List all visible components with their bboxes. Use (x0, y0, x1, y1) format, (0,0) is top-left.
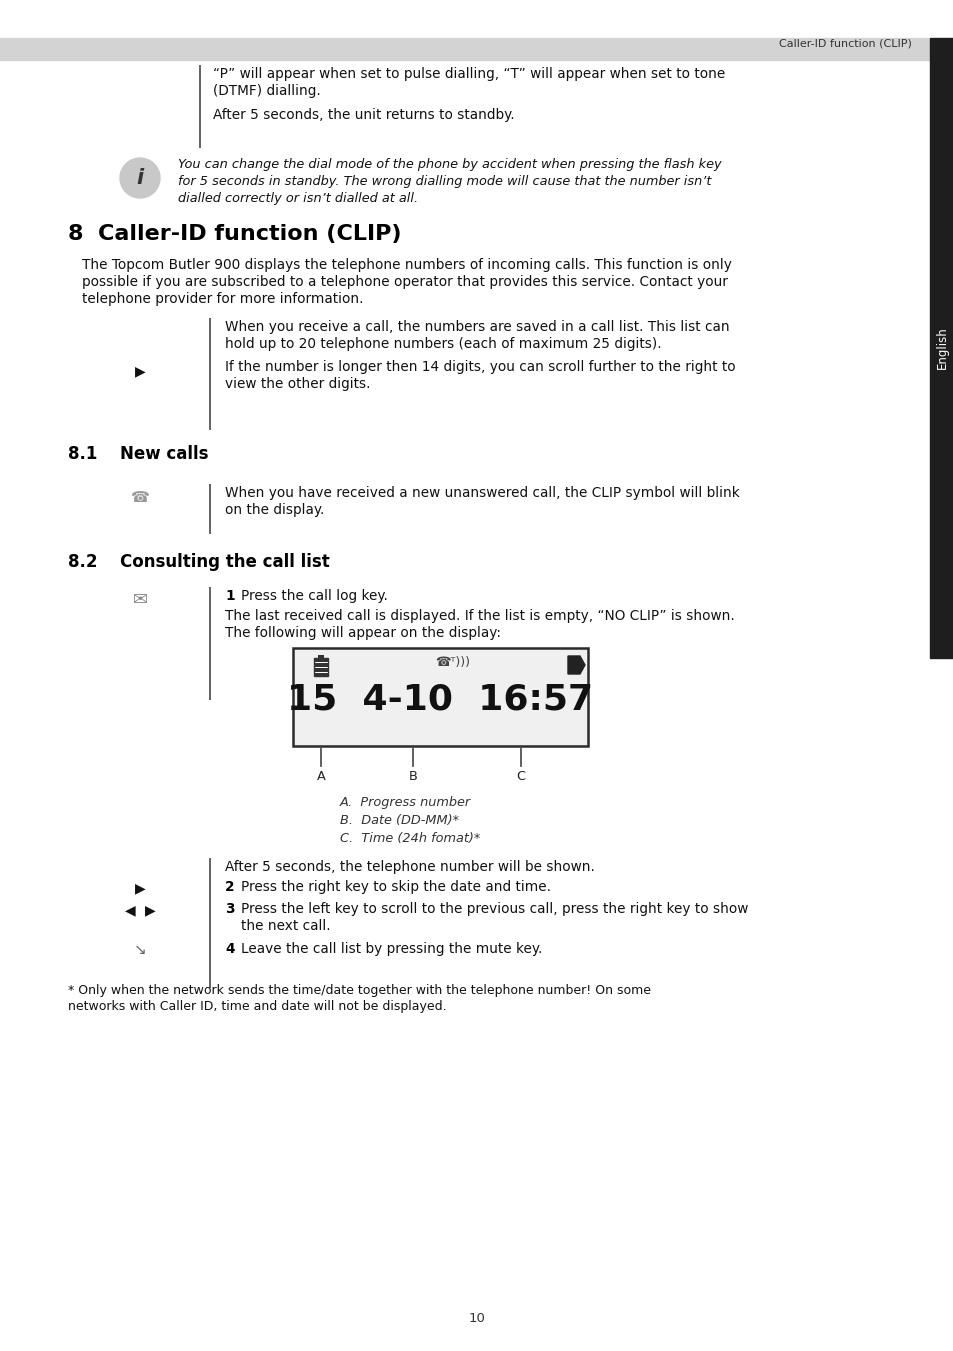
Text: telephone provider for more information.: telephone provider for more information. (82, 292, 363, 305)
Bar (314, 663, 328, 667)
Text: When you receive a call, the numbers are saved in a call list. This list can: When you receive a call, the numbers are… (225, 320, 729, 334)
Text: The last received call is displayed. If the list is empty, “NO CLIP” is shown.: The last received call is displayed. If … (225, 609, 734, 623)
Text: 2: 2 (225, 880, 234, 894)
Text: You can change the dial mode of the phone by accident when pressing the flash ke: You can change the dial mode of the phon… (178, 158, 720, 172)
Text: possible if you are subscribed to a telephone operator that provides this servic: possible if you are subscribed to a tele… (82, 276, 727, 289)
Text: networks with Caller ID, time and date will not be displayed.: networks with Caller ID, time and date w… (68, 1000, 446, 1013)
Text: for 5 seconds in standby. The wrong dialling mode will cause that the number isn: for 5 seconds in standby. The wrong dial… (178, 176, 711, 188)
Text: After 5 seconds, the unit returns to standby.: After 5 seconds, the unit returns to sta… (213, 108, 514, 122)
Text: 4: 4 (225, 942, 234, 957)
Text: Press the call log key.: Press the call log key. (241, 589, 388, 603)
Text: 15  4-10  16:57: 15 4-10 16:57 (287, 684, 593, 717)
Text: Press the left key to scroll to the previous call, press the right key to show: Press the left key to scroll to the prev… (241, 902, 747, 916)
Bar (314, 658, 328, 676)
Bar (293, 648, 587, 746)
Text: A: A (316, 770, 325, 784)
Text: Caller-ID function (CLIP): Caller-ID function (CLIP) (779, 39, 911, 49)
Text: on the display.: on the display. (225, 503, 324, 517)
Text: Consulting the call list: Consulting the call list (120, 553, 330, 571)
Text: When you have received a new unanswered call, the CLIP symbol will blink: When you have received a new unanswered … (225, 486, 739, 500)
Text: After 5 seconds, the telephone number will be shown.: After 5 seconds, the telephone number wi… (225, 861, 595, 874)
Text: If the number is longer then 14 digits, you can scroll further to the right to: If the number is longer then 14 digits, … (225, 359, 735, 374)
Text: hold up to 20 telephone numbers (each of maximum 25 digits).: hold up to 20 telephone numbers (each of… (225, 336, 661, 351)
Text: Caller-ID function (CLIP): Caller-ID function (CLIP) (98, 224, 401, 245)
Text: ✉: ✉ (132, 590, 148, 609)
Text: The following will appear on the display:: The following will appear on the display… (225, 626, 500, 640)
Text: The Topcom Butler 900 displays the telephone numbers of incoming calls. This fun: The Topcom Butler 900 displays the telep… (82, 258, 731, 272)
Text: 8.1: 8.1 (68, 444, 97, 463)
Bar (314, 673, 328, 676)
Text: the next call.: the next call. (241, 919, 331, 934)
Text: “P” will appear when set to pulse dialling, “T” will appear when set to tone: “P” will appear when set to pulse dialli… (213, 68, 724, 81)
Text: ☎ᵀ))): ☎ᵀ))) (435, 657, 470, 669)
Text: 3: 3 (225, 902, 234, 916)
Text: 8: 8 (68, 224, 84, 245)
Text: ↘: ↘ (133, 943, 146, 958)
Text: ▶: ▶ (145, 902, 155, 917)
Text: Press the right key to skip the date and time.: Press the right key to skip the date and… (241, 880, 551, 894)
Circle shape (120, 158, 160, 199)
Text: Leave the call list by pressing the mute key.: Leave the call list by pressing the mute… (241, 942, 542, 957)
Text: English: English (935, 327, 947, 369)
Text: 1: 1 (225, 589, 234, 603)
Text: ☎: ☎ (131, 489, 150, 504)
Text: A.  Progress number: A. Progress number (339, 796, 471, 809)
Text: dialled correctly or isn’t dialled at all.: dialled correctly or isn’t dialled at al… (178, 192, 417, 205)
Text: 8.2: 8.2 (68, 553, 97, 571)
Text: B: B (408, 770, 416, 784)
Polygon shape (567, 657, 584, 674)
Text: i: i (136, 168, 143, 188)
Text: ◀: ◀ (125, 902, 135, 917)
Bar (317, 655, 324, 658)
Text: ▶: ▶ (134, 881, 145, 894)
Text: New calls: New calls (120, 444, 209, 463)
Text: C.  Time (24h fomat)*: C. Time (24h fomat)* (339, 832, 480, 844)
Text: C: C (516, 770, 525, 784)
Bar (0, 38, 929, 59)
Text: (DTMF) dialling.: (DTMF) dialling. (213, 84, 320, 99)
Text: ▶: ▶ (134, 363, 145, 378)
Bar (314, 667, 328, 671)
Bar (314, 658, 328, 662)
Text: B.  Date (DD-MM)*: B. Date (DD-MM)* (339, 815, 458, 827)
Text: 10: 10 (468, 1312, 485, 1324)
Text: view the other digits.: view the other digits. (225, 377, 370, 390)
Bar (929, 38, 953, 658)
Text: * Only when the network sends the time/date together with the telephone number! : * Only when the network sends the time/d… (68, 984, 650, 997)
